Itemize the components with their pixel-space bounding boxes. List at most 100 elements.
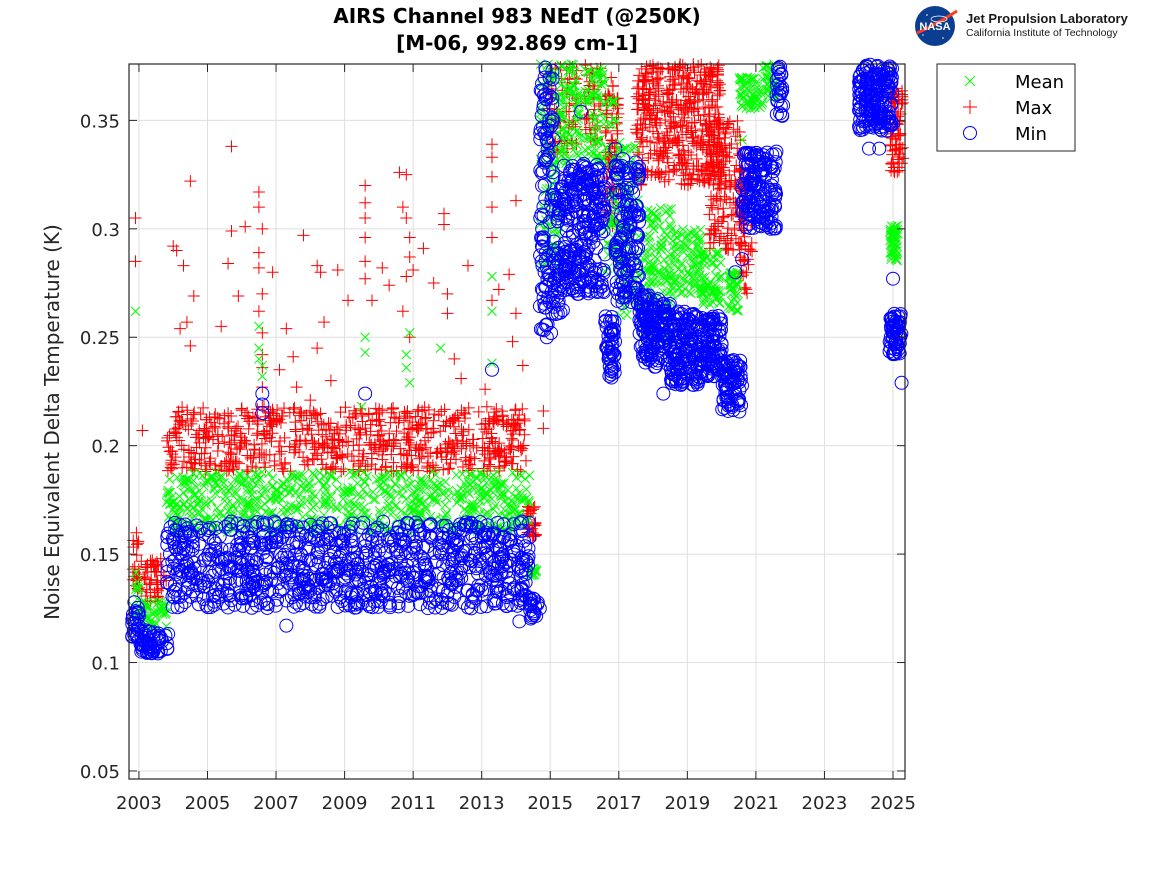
max-point <box>230 422 243 435</box>
max-point <box>264 409 277 422</box>
max-point <box>182 451 195 464</box>
max-point <box>302 458 315 471</box>
max-point <box>345 450 358 463</box>
max-point <box>365 452 378 465</box>
max-point <box>717 122 730 135</box>
max-point <box>472 405 485 418</box>
max-point <box>644 59 657 72</box>
max-point <box>711 100 724 113</box>
max-point <box>677 85 690 98</box>
max-point <box>149 558 162 571</box>
max-point <box>688 66 701 79</box>
max-point <box>644 86 657 99</box>
max-point <box>421 450 434 463</box>
max-point <box>328 442 341 455</box>
max-point <box>606 79 619 92</box>
max-point <box>515 444 528 457</box>
max-point <box>685 173 698 186</box>
max-point <box>705 62 718 75</box>
max-point <box>665 119 678 132</box>
max-point <box>677 169 690 182</box>
max-point <box>446 438 459 451</box>
max-point <box>483 437 496 450</box>
max-point <box>176 461 189 474</box>
max-point <box>419 412 432 425</box>
max-point <box>242 465 255 478</box>
max-point <box>664 107 677 120</box>
max-point <box>688 116 701 129</box>
max-point <box>276 462 289 475</box>
max-point <box>241 449 254 462</box>
max-point <box>359 422 372 435</box>
max-point <box>130 549 143 562</box>
max-point <box>645 109 658 122</box>
max-point <box>409 444 422 457</box>
max-point <box>715 215 728 228</box>
max-point <box>188 406 201 419</box>
max-point <box>412 464 425 477</box>
max-point <box>322 417 335 430</box>
max-point <box>652 154 665 167</box>
max-point <box>668 78 681 91</box>
max-point <box>387 456 400 469</box>
max-point <box>294 434 307 447</box>
max-point <box>696 163 709 176</box>
max-point <box>703 208 716 221</box>
max-point <box>706 201 719 214</box>
max-point <box>632 103 645 116</box>
max-point <box>161 464 174 477</box>
max-point <box>415 450 428 463</box>
max-point <box>502 442 515 455</box>
max-point <box>288 446 301 459</box>
max-point <box>193 424 206 437</box>
max-point <box>266 427 279 440</box>
max-point <box>321 446 334 459</box>
max-point <box>663 122 676 135</box>
max-point <box>588 103 601 116</box>
max-point <box>401 407 414 420</box>
max-point <box>661 88 674 101</box>
max-point <box>687 137 700 150</box>
max-point <box>248 438 261 451</box>
max-point <box>504 443 517 456</box>
max-point <box>360 428 373 441</box>
max-point <box>699 118 712 131</box>
max-point <box>416 404 429 417</box>
max-point <box>330 449 343 462</box>
max-point <box>352 444 365 457</box>
max-point <box>187 408 200 421</box>
max-point <box>713 88 726 101</box>
max-point <box>195 447 208 460</box>
max-point <box>734 134 747 147</box>
max-point <box>703 143 716 156</box>
max-point <box>720 193 733 206</box>
max-point <box>691 102 704 115</box>
max-point <box>199 432 212 445</box>
max-point <box>315 453 328 466</box>
max-point <box>385 403 398 416</box>
max-point <box>340 435 353 448</box>
max-point <box>633 87 646 100</box>
max-point <box>500 454 513 467</box>
max-point <box>255 437 268 450</box>
max-point <box>705 95 718 108</box>
max-point <box>697 78 710 91</box>
max-point <box>704 199 717 212</box>
max-point <box>265 435 278 448</box>
max-point <box>640 74 653 87</box>
max-point <box>200 413 213 426</box>
max-point <box>676 59 689 72</box>
max-point <box>440 453 453 466</box>
max-point <box>490 413 503 426</box>
max-point <box>717 210 730 223</box>
max-point <box>723 168 736 181</box>
max-point <box>659 114 672 127</box>
max-point <box>235 436 248 449</box>
max-point <box>303 419 316 432</box>
max-point <box>278 431 291 444</box>
max-point <box>600 107 613 120</box>
max-point <box>476 432 489 445</box>
max-point <box>404 438 417 451</box>
max-point <box>204 452 217 465</box>
max-point <box>339 401 352 414</box>
